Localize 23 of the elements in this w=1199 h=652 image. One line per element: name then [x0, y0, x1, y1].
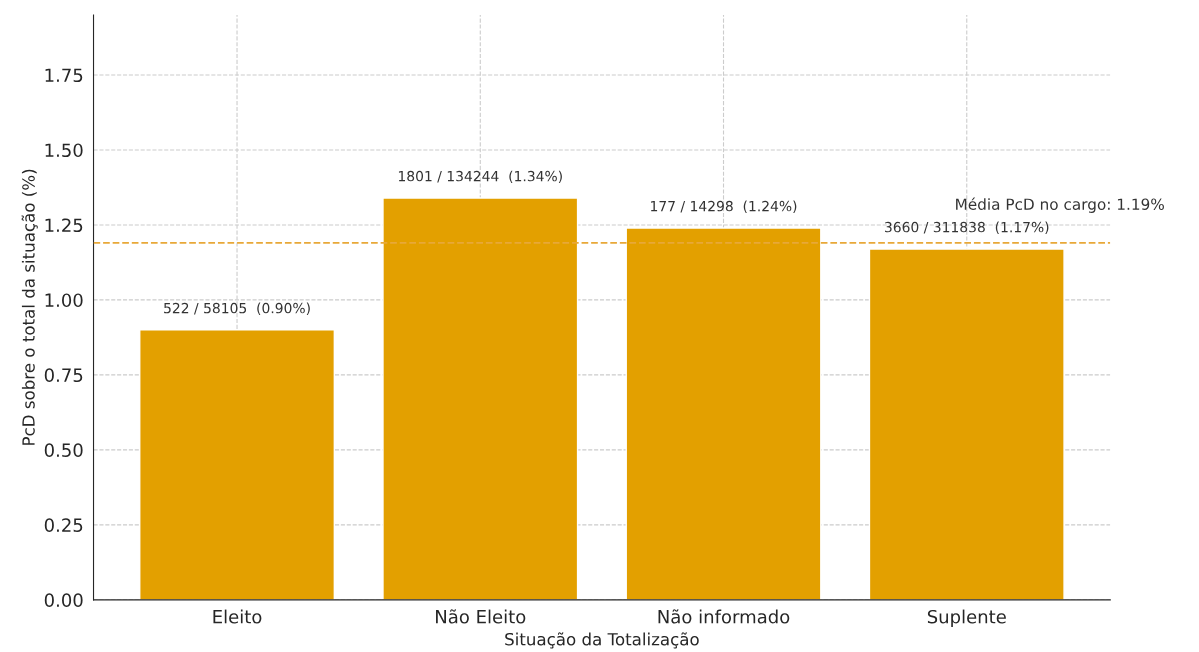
y-tick-label: 1.00	[45, 293, 83, 308]
x-tick-label: Eleito	[213, 609, 262, 624]
data-label: 3660 / 311838 (1.17%)	[884, 221, 1049, 234]
y-tick-label: 0.50	[44, 443, 83, 457]
bar	[625, 227, 822, 600]
x-tick-label: Não informado	[658, 609, 790, 624]
y-tick-label: 1.50	[45, 143, 83, 158]
data-label: 177 / 14298 (1.24%)	[651, 200, 797, 213]
y-axis-title: PcD sobre o total da situação (%)	[21, 169, 38, 445]
bar	[868, 248, 1065, 600]
y-tick-label: 1.25	[45, 218, 83, 233]
y-tick-label: 0.25	[44, 518, 83, 532]
y-tick-label: 0.75	[44, 368, 83, 383]
data-label: 1801 / 134244 (1.34%)	[398, 170, 562, 183]
bar	[139, 329, 336, 600]
x-axis-title: Situação da Totalização	[505, 632, 699, 649]
y-tick-label: 1.75	[45, 68, 83, 83]
bar	[382, 197, 579, 600]
x-tick-label: Não Eleito	[436, 609, 526, 624]
data-label: 522 / 58105 (0.90%)	[164, 302, 310, 315]
ref-line-label: Média PcD no cargo: 1.19%	[956, 197, 1164, 213]
y-tick-label: 0.00	[44, 593, 83, 607]
x-tick-label: Suplente	[927, 609, 1006, 628]
